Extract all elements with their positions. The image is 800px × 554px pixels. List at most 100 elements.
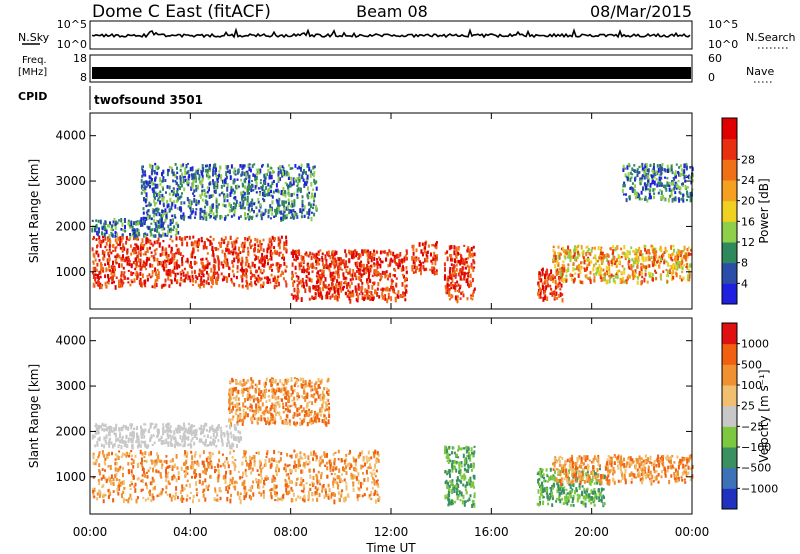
scatter-cell	[175, 227, 178, 232]
scatter-cell	[96, 492, 99, 496]
scatter-cell	[330, 260, 333, 265]
scatter-cell	[217, 263, 220, 268]
scatter-cell	[642, 186, 644, 191]
scatter-cell	[674, 170, 677, 176]
scatter-cell	[373, 472, 376, 476]
scatter-cell	[471, 266, 473, 270]
scatter-cell	[608, 270, 611, 275]
scatter-cell	[315, 253, 318, 258]
scatter-cell	[116, 233, 119, 237]
scatter-cell	[279, 168, 282, 172]
scatter-cell	[381, 270, 384, 275]
scatter-cell	[174, 495, 176, 501]
scatter-cell	[120, 263, 123, 268]
scatter-cell	[204, 205, 206, 209]
scatter-cell	[261, 395, 264, 399]
scatter-cell	[194, 475, 196, 479]
scatter-cell	[190, 465, 193, 470]
scatter-cell	[454, 295, 457, 300]
scatter-cell	[387, 292, 390, 296]
scatter-cell	[100, 240, 103, 244]
scatter-cell	[154, 228, 156, 232]
scatter-cell	[194, 179, 196, 182]
scatter-cell	[598, 271, 601, 276]
scatter-cell	[369, 463, 372, 467]
scatter-cell	[97, 276, 100, 280]
scatter-cell	[218, 170, 221, 173]
scatter-cell	[246, 192, 249, 195]
scatter-cell	[286, 453, 289, 457]
scatter-cell	[141, 488, 144, 491]
scatter-cell	[109, 239, 112, 245]
scatter-cell	[587, 277, 590, 280]
scatter-cell	[300, 481, 303, 487]
scatter-cell	[402, 293, 405, 298]
scatter-cell	[271, 478, 274, 483]
scatter-cell	[288, 164, 291, 167]
scatter-cell	[141, 462, 144, 467]
scatter-cell	[202, 450, 205, 455]
scatter-cell	[539, 287, 541, 292]
scatter-cell	[467, 245, 470, 249]
scatter-cell	[314, 491, 317, 495]
scatter-cell	[235, 199, 238, 204]
scatter-cell	[314, 386, 317, 391]
scatter-cell	[102, 256, 105, 260]
scatter-cell	[249, 168, 252, 173]
scatter-cell	[342, 272, 345, 277]
scatter-cell	[129, 283, 132, 287]
scatter-cell	[97, 479, 100, 482]
scatter-cell	[141, 238, 144, 243]
scatter-cell	[259, 239, 262, 245]
scatter-cell	[626, 165, 629, 170]
scatter-cell	[207, 484, 210, 488]
scatter-cell	[231, 243, 234, 248]
scatter-cell	[269, 489, 272, 492]
scatter-cell	[127, 255, 130, 260]
scatter-cell	[175, 478, 178, 483]
scatter-cell	[156, 268, 159, 272]
scatter-cell	[614, 280, 617, 285]
scatter-cell	[580, 280, 583, 284]
scatter-cell	[654, 269, 657, 273]
scatter-cell	[144, 451, 147, 455]
scatter-cell	[249, 210, 251, 213]
noise-right-tick-top: 10^5	[708, 18, 738, 31]
scatter-cell	[554, 279, 557, 284]
scatter-cell	[100, 477, 103, 481]
scatter-cell	[151, 165, 154, 170]
scatter-cell	[272, 190, 275, 194]
scatter-cell	[325, 493, 327, 497]
scatter-cell	[405, 270, 408, 274]
scatter-cell	[210, 285, 213, 289]
scatter-cell	[597, 246, 600, 251]
scatter-cell	[292, 414, 295, 417]
scatter-cell	[430, 259, 433, 263]
scatter-cell	[638, 196, 641, 201]
scatter-cell	[286, 464, 289, 468]
scatter-cell	[220, 272, 223, 276]
scatter-cell	[678, 172, 681, 177]
scatter-cell	[636, 260, 639, 264]
scatter-cell	[376, 491, 378, 495]
scatter-cell	[250, 284, 253, 288]
scatter-cell	[284, 192, 287, 198]
scatter-cell	[94, 277, 97, 282]
scatter-cell	[388, 249, 391, 253]
scatter-cell	[168, 228, 171, 232]
scatter-cell	[333, 295, 336, 300]
scatter-cell	[666, 280, 669, 283]
scatter-cell	[470, 253, 473, 256]
scatter-cell	[301, 195, 304, 199]
scatter-cell	[192, 192, 194, 195]
scatter-cell	[292, 208, 295, 213]
scatter-cell	[307, 455, 310, 460]
scatter-cell	[628, 250, 631, 256]
scatter-cell	[395, 284, 397, 287]
scatter-cell	[182, 178, 185, 184]
scatter-cell	[200, 169, 203, 174]
scatter-cell	[251, 456, 254, 460]
scatter-cell	[273, 215, 276, 218]
scatter-cell	[187, 162, 189, 165]
scatter-cell	[366, 289, 368, 295]
